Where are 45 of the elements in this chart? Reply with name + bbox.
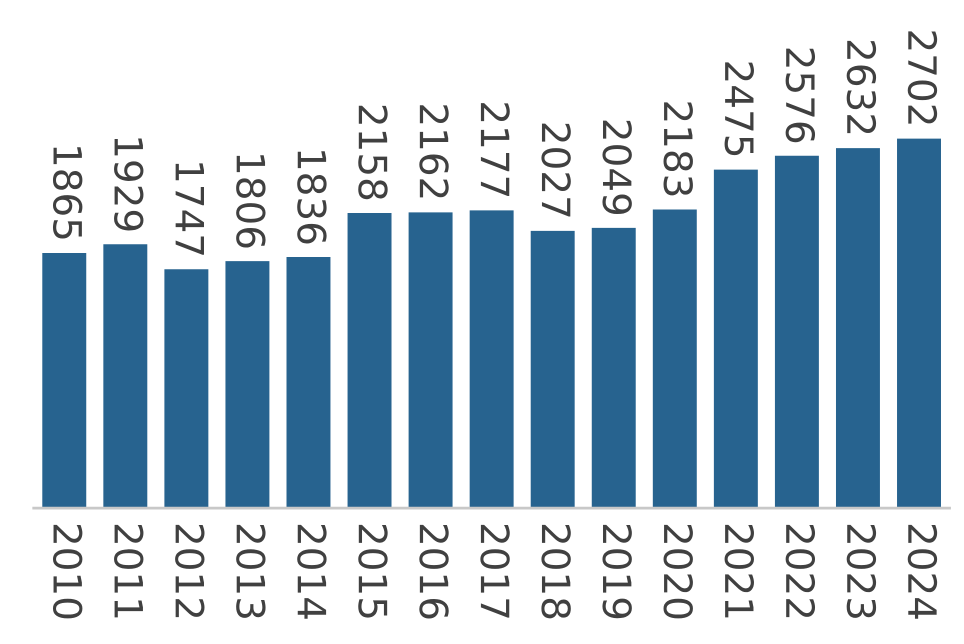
bar [225, 261, 270, 508]
x-tick-label: 2015 [358, 524, 388, 618]
x-tick-label: 2016 [419, 524, 449, 619]
data-label: 2162 [419, 105, 449, 198]
data-label: 2177 [480, 103, 510, 196]
x-tick-label: 2022 [786, 524, 816, 618]
data-label: 1865 [52, 147, 82, 239]
x-tick-label: 2019 [602, 524, 632, 618]
bar [103, 244, 148, 508]
bar [714, 170, 758, 508]
bar [652, 210, 697, 508]
data-label: 2475 [724, 62, 754, 156]
bar [592, 228, 636, 508]
bar [470, 210, 514, 508]
bar [164, 269, 208, 508]
data-label: 2183 [664, 102, 693, 196]
data-label: 2027 [541, 124, 571, 216]
x-tick-label: 2021 [724, 524, 754, 618]
x-tick-label: 2014 [297, 524, 327, 619]
bar [774, 156, 819, 508]
x-tick-label: 2023 [846, 524, 876, 618]
data-label: 1929 [114, 138, 144, 230]
x-tick-label: 2013 [236, 524, 266, 618]
x-tick-label: 2010 [52, 524, 82, 618]
data-label: 1836 [297, 151, 327, 244]
bar [836, 148, 880, 508]
bar [42, 253, 86, 508]
bar [348, 212, 392, 508]
data-label: 2158 [358, 106, 388, 200]
x-tick-label: 2024 [908, 524, 938, 619]
data-label: 2576 [786, 48, 816, 142]
bar [286, 257, 330, 508]
data-label: 1747 [176, 163, 204, 255]
data-label: 2702 [908, 31, 938, 124]
x-tick-label: 2012 [175, 524, 205, 618]
x-tick-label: 2020 [664, 524, 693, 618]
bar [530, 230, 575, 508]
x-tick-label: 2018 [541, 524, 571, 618]
data-label: 1806 [236, 155, 266, 248]
x-tick-label: 2017 [480, 524, 510, 618]
x-tick-label: 2011 [114, 524, 144, 618]
data-label: 2632 [846, 40, 876, 134]
bar [408, 212, 453, 508]
bar [897, 138, 941, 508]
data-label: 2049 [602, 120, 632, 214]
